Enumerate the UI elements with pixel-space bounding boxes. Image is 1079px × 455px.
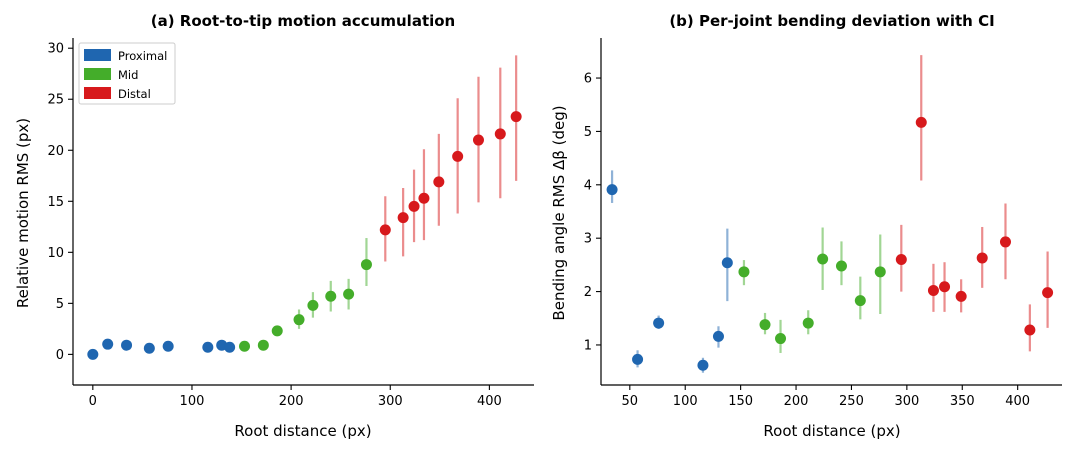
panel-a-xtick-label: 400 bbox=[477, 394, 502, 409]
panel-b-point-distal bbox=[939, 281, 951, 293]
panel-b-xtick-label: 300 bbox=[894, 394, 919, 409]
panel-a-xtick-label: 200 bbox=[279, 394, 304, 409]
panel-b-point-distal bbox=[999, 236, 1011, 248]
panel-b-point-distal bbox=[895, 254, 907, 266]
panel-a-point-distal bbox=[452, 150, 464, 162]
legend: Proximal Mid Distal bbox=[78, 42, 176, 105]
panel-b-ytick-label: 3 bbox=[584, 232, 592, 247]
panel-a-point-mid bbox=[360, 259, 372, 271]
panel-a-point-distal bbox=[379, 224, 391, 236]
panel-b-xtick-label: 100 bbox=[673, 394, 698, 409]
panel-b-point-mid bbox=[817, 253, 829, 265]
panel-a-xlabel: Root distance (px) bbox=[234, 422, 371, 440]
panel-a-point-mid bbox=[307, 299, 319, 311]
panel-a-point-mid bbox=[343, 288, 355, 300]
panel-b-ytick-label: 2 bbox=[584, 285, 592, 300]
panel-a-point-proximal bbox=[162, 340, 174, 352]
panel-a-point-proximal bbox=[102, 338, 114, 350]
panel-b-point-mid bbox=[835, 260, 847, 272]
panel-a-point-distal bbox=[418, 192, 430, 204]
panel-b-point-proximal bbox=[712, 330, 724, 342]
panel-b-point-mid bbox=[738, 266, 750, 278]
panel-b-xtick-label: 50 bbox=[622, 394, 639, 409]
panel-a-point-distal bbox=[433, 176, 445, 188]
panel-a-title: (a) Root-to-tip motion accumulation bbox=[151, 12, 456, 30]
panel-b-xtick-label: 250 bbox=[839, 394, 864, 409]
panel-a-point-distal bbox=[472, 134, 484, 146]
panel-b-title: (b) Per-joint bending deviation with CI bbox=[669, 12, 994, 30]
panel-a-xtick-label: 0 bbox=[89, 394, 97, 409]
panel-b-ytick-label: 6 bbox=[584, 72, 592, 87]
panel-b-ytick-label: 1 bbox=[584, 338, 592, 353]
panel-a-point-mid bbox=[293, 314, 305, 326]
panel-a-point-proximal bbox=[202, 341, 214, 353]
panel-b-point-mid bbox=[854, 295, 866, 307]
panel-b-point-mid bbox=[802, 317, 814, 329]
panel-a-point-proximal bbox=[143, 342, 155, 354]
panel-b-point-proximal bbox=[632, 353, 644, 365]
panel-a-ytick-label: 20 bbox=[47, 144, 64, 159]
panel-b-xtick-label: 400 bbox=[1005, 394, 1030, 409]
legend-label-proximal: Proximal bbox=[118, 49, 167, 63]
panel-b-point-distal bbox=[976, 252, 988, 264]
panel-b-point-mid bbox=[775, 333, 787, 345]
panel-b: (b) Per-joint bending deviation with CI … bbox=[550, 12, 1062, 440]
panel-a-point-mid bbox=[325, 290, 337, 302]
panel-b-xtick-label: 150 bbox=[728, 394, 753, 409]
panel-b-point-distal bbox=[1024, 324, 1036, 336]
panel-a-point-distal bbox=[397, 212, 409, 224]
legend-label-mid: Mid bbox=[118, 68, 138, 82]
panel-b-ytick-label: 4 bbox=[584, 178, 592, 193]
panel-a-point-proximal bbox=[87, 348, 99, 360]
panel-b-point-proximal bbox=[653, 317, 665, 329]
panel-a-ytick-label: 5 bbox=[56, 297, 64, 312]
panel-b-point-proximal bbox=[721, 257, 733, 269]
panel-b-ytick-label: 5 bbox=[584, 125, 592, 140]
panel-a-ytick-label: 30 bbox=[47, 42, 64, 57]
panel-b-point-distal bbox=[1042, 287, 1054, 299]
panel-a-ytick-label: 15 bbox=[47, 195, 64, 210]
panel-a-point-distal bbox=[510, 111, 522, 123]
panel-a-point-distal bbox=[494, 128, 506, 140]
panel-a-point-mid bbox=[239, 340, 251, 352]
panel-b-point-distal bbox=[915, 116, 927, 128]
panel-b-point-proximal bbox=[697, 359, 709, 371]
panel-a-point-proximal bbox=[224, 341, 236, 353]
panel-b-xlabel: Root distance (px) bbox=[763, 422, 900, 440]
panel-a-point-mid bbox=[257, 339, 269, 351]
panel-a-xtick-label: 100 bbox=[180, 394, 205, 409]
panel-b-point-mid bbox=[759, 319, 771, 331]
panel-a-ytick-label: 0 bbox=[56, 348, 64, 363]
panel-a: (a) Root-to-tip motion accumulation Root… bbox=[14, 12, 534, 440]
panel-a-point-proximal bbox=[121, 339, 133, 351]
panel-a-ylabel: Relative motion RMS (px) bbox=[14, 118, 32, 308]
panel-b-xtick-label: 350 bbox=[950, 394, 975, 409]
panel-b-ylabel: Bending angle RMS Δβ (deg) bbox=[550, 105, 568, 320]
panel-b-point-proximal bbox=[606, 184, 618, 196]
panel-a-point-distal bbox=[408, 200, 420, 212]
panel-a-point-mid bbox=[271, 325, 283, 337]
panel-b-point-distal bbox=[955, 290, 967, 302]
panel-b-xtick-label: 200 bbox=[784, 394, 809, 409]
panel-a-ytick-label: 10 bbox=[47, 246, 64, 261]
panel-b-point-distal bbox=[927, 285, 939, 297]
legend-swatch-proximal bbox=[84, 49, 111, 61]
panel-b-point-mid bbox=[874, 266, 886, 278]
panel-a-ytick-label: 25 bbox=[47, 93, 64, 108]
legend-swatch-distal bbox=[84, 87, 111, 99]
panel-a-xtick-label: 300 bbox=[378, 394, 403, 409]
legend-label-distal: Distal bbox=[118, 87, 151, 101]
legend-swatch-mid bbox=[84, 68, 111, 80]
